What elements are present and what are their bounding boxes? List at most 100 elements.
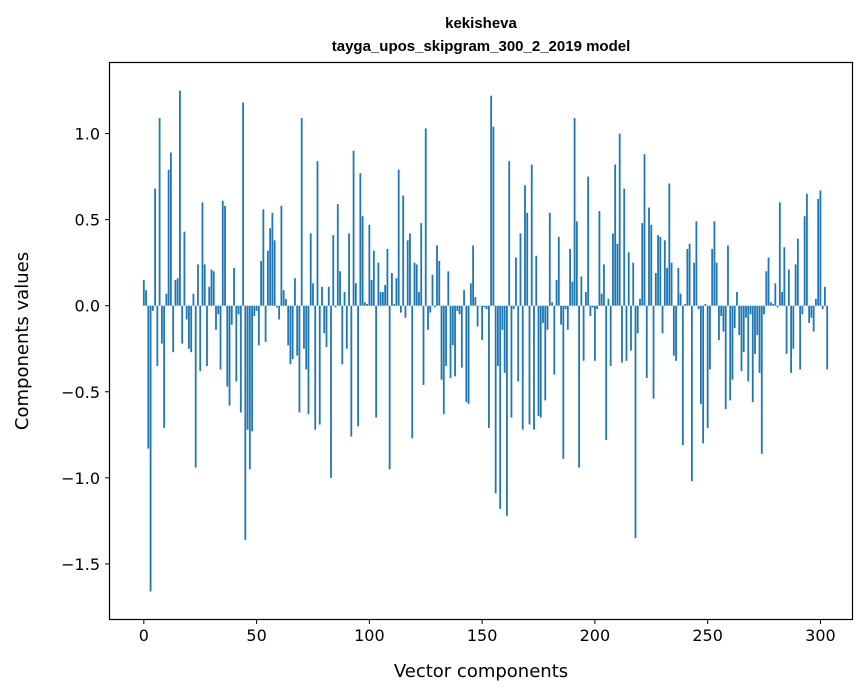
bar bbox=[724, 305, 727, 409]
bar bbox=[436, 245, 438, 306]
bar bbox=[643, 154, 646, 306]
bar bbox=[718, 305, 720, 341]
bar bbox=[339, 271, 341, 306]
bar bbox=[573, 118, 576, 306]
y-axis-ticks: −1.5 −1.0 −0.5 0.0 0.5 1.0 bbox=[61, 125, 110, 574]
bar bbox=[239, 305, 242, 413]
y-tick-label: −1.5 bbox=[61, 555, 100, 574]
bar bbox=[307, 305, 310, 415]
bar bbox=[533, 305, 535, 430]
bar bbox=[815, 298, 817, 306]
bar bbox=[309, 233, 312, 306]
bar bbox=[783, 247, 786, 306]
bar bbox=[348, 233, 350, 306]
bar bbox=[260, 260, 262, 306]
bar bbox=[542, 305, 544, 323]
bar bbox=[584, 291, 587, 306]
bar bbox=[179, 90, 181, 306]
bar bbox=[314, 305, 317, 430]
bar bbox=[169, 152, 172, 306]
y-tick-label: 0.0 bbox=[75, 297, 100, 316]
bar bbox=[598, 211, 601, 306]
bar bbox=[253, 305, 256, 317]
bar bbox=[327, 286, 330, 306]
bar bbox=[442, 305, 445, 415]
bar bbox=[805, 193, 808, 306]
bar bbox=[158, 118, 161, 306]
bar bbox=[528, 305, 531, 425]
bar bbox=[210, 269, 213, 306]
bar bbox=[736, 291, 738, 306]
bar bbox=[670, 262, 673, 306]
bar bbox=[485, 305, 488, 310]
bar bbox=[661, 305, 664, 334]
bar bbox=[582, 305, 585, 361]
bar bbox=[634, 305, 637, 539]
bar bbox=[524, 185, 526, 306]
bar bbox=[154, 188, 156, 306]
bar bbox=[345, 305, 348, 349]
bar bbox=[758, 305, 761, 373]
bar bbox=[303, 305, 305, 349]
bar bbox=[603, 264, 605, 306]
bar bbox=[645, 305, 648, 379]
bar bbox=[438, 260, 441, 306]
bar bbox=[621, 305, 623, 363]
bar bbox=[228, 305, 231, 406]
y-tick-label: −0.5 bbox=[61, 383, 100, 402]
bar bbox=[280, 205, 283, 306]
bar bbox=[810, 305, 813, 318]
bar bbox=[167, 169, 170, 306]
bar bbox=[332, 235, 335, 306]
bar bbox=[203, 264, 206, 306]
bar bbox=[199, 305, 202, 372]
bar bbox=[742, 305, 745, 353]
bar bbox=[539, 305, 542, 418]
bar bbox=[686, 248, 689, 306]
bar bbox=[215, 305, 217, 330]
bar bbox=[393, 303, 396, 306]
bar bbox=[221, 200, 224, 306]
bar bbox=[487, 305, 490, 428]
bar bbox=[467, 305, 470, 404]
chart-subtitle: tayga_upos_skipgram_300_2_2019 model bbox=[332, 38, 631, 55]
bar bbox=[548, 212, 551, 306]
bar bbox=[388, 305, 391, 470]
bar bbox=[395, 278, 398, 306]
bar bbox=[560, 305, 562, 325]
bar bbox=[273, 240, 276, 306]
bar bbox=[715, 262, 718, 306]
x-tick-label: 50 bbox=[246, 626, 266, 645]
bar bbox=[612, 233, 614, 306]
bar bbox=[677, 267, 680, 306]
bar bbox=[465, 305, 468, 403]
bar bbox=[722, 305, 725, 332]
bar bbox=[316, 161, 319, 306]
bar bbox=[357, 305, 359, 427]
bar bbox=[402, 195, 405, 306]
bar bbox=[627, 252, 630, 306]
bar bbox=[262, 209, 265, 306]
bar bbox=[359, 173, 362, 306]
bar bbox=[431, 274, 434, 306]
bar bbox=[145, 290, 147, 306]
bar bbox=[481, 305, 484, 341]
bar bbox=[553, 305, 556, 375]
bar bbox=[747, 305, 750, 382]
bar bbox=[354, 283, 357, 306]
bar bbox=[607, 298, 610, 306]
bar bbox=[819, 190, 822, 306]
x-tick-label: 250 bbox=[692, 626, 723, 645]
bar bbox=[821, 305, 824, 310]
bar bbox=[400, 305, 402, 313]
bar bbox=[774, 283, 777, 306]
bar bbox=[197, 264, 199, 306]
bar bbox=[368, 224, 371, 306]
bar bbox=[318, 305, 321, 425]
bar bbox=[492, 126, 495, 306]
bar bbox=[630, 305, 632, 351]
bar bbox=[618, 133, 621, 306]
bar bbox=[278, 305, 281, 320]
bar bbox=[704, 303, 707, 306]
bar bbox=[801, 305, 804, 315]
